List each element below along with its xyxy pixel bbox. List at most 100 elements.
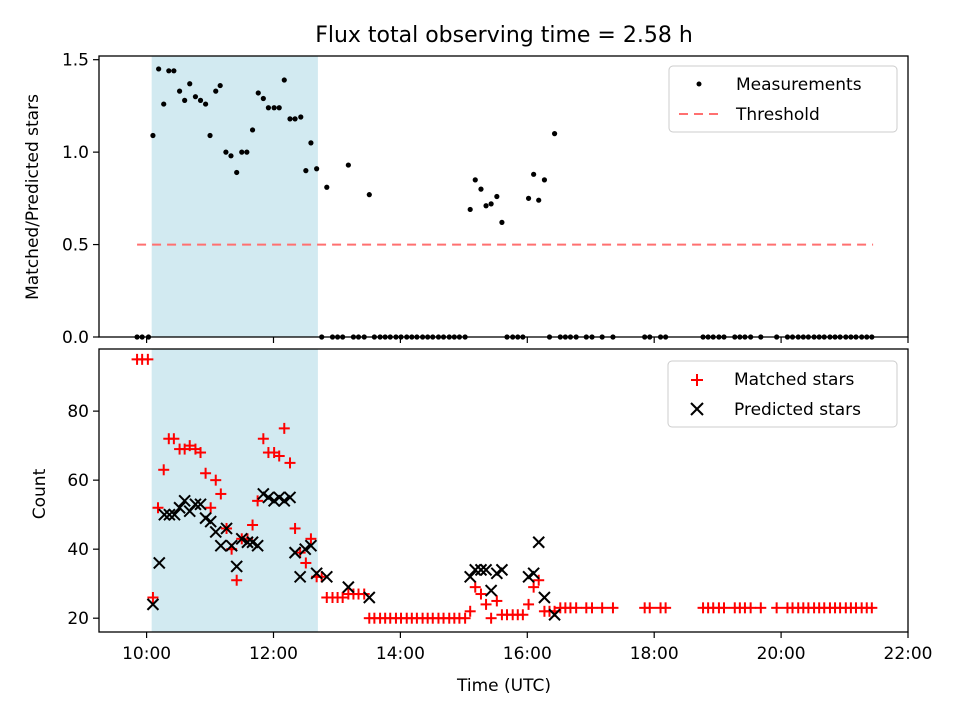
matched-stars-point [152,502,164,514]
matched-stars-point [533,574,545,586]
matched-stars-point [596,602,608,614]
measurement-point [324,184,330,190]
measurement-point [303,168,309,174]
matched-stars-point [284,457,296,469]
matched-stars-point [745,602,757,614]
matched-stars-point [210,474,222,486]
measurement-point [298,114,304,120]
matched-stars-point [866,602,878,614]
legend-predicted-marker [690,402,704,416]
y-tick-label: 0.5 [62,236,89,256]
matched-stars-point [158,464,170,476]
predicted-stars-point [230,560,243,573]
matched-stars-point [358,588,370,600]
x-tick-label: 22:00 [884,644,933,664]
matched-stars-point [517,609,529,621]
measurement-point [467,206,473,213]
measurement-point [308,140,314,146]
matched-stars-point [771,602,783,614]
measurement-point [244,149,250,155]
matched-stars-point [195,447,207,459]
measurement-point [207,132,213,139]
measurement-point [255,90,261,96]
predicted-stars-point [288,546,302,559]
predicted-stars-point [495,563,509,577]
top-y-axis-label: Matched/Predicted stars [23,94,43,300]
measurement-point [531,171,537,177]
measurement-point [281,77,287,83]
bottom-shaded-interval [151,349,318,632]
legend-matched-marker [691,374,703,386]
matched-stars-point [147,591,159,603]
matched-stars-point [586,602,598,614]
matched-stars-point [257,433,269,445]
predicted-stars-point [532,536,545,549]
measurement-point [314,166,320,172]
predicted-stars-point [484,584,498,597]
matched-stars-point [469,581,481,593]
predicted-stars-point [225,539,238,552]
predicted-stars-point [320,570,333,583]
measurement-point [287,116,293,122]
measurement-point [187,81,193,87]
matched-stars-point [252,495,264,507]
predicted-stars-point [474,563,488,577]
predicted-stars-point [251,539,264,552]
y-tick-label: 60 [67,471,89,491]
measurement-point [345,162,351,168]
measurement-point [366,192,372,198]
measurement-point [217,82,223,89]
predicted-stars-point [293,570,307,583]
x-tick-label: 18:00 [630,644,679,664]
top-plot-frame [98,55,909,338]
predicted-stars-point [163,508,176,521]
measurement-point [525,195,532,201]
matched-stars-point [644,602,656,614]
measurement-point [192,94,199,100]
matched-stars-point [528,581,540,593]
predicted-stars-point [241,536,254,549]
measurement-point [213,88,219,94]
measurement-point [265,105,272,111]
top-panel: Flux total observing time = 2.58 h 0.0 0.… [23,23,909,348]
matched-stars-point [215,488,227,500]
measurement-point [249,127,256,133]
predicted-stars-point [479,563,493,577]
matched-stars-point [289,522,301,534]
matched-stars-point [459,612,471,624]
measurement-point [156,66,162,72]
measurement-point [223,149,229,155]
y-tick-label: 1.5 [62,51,89,71]
predicted-stars-point [189,498,202,511]
measurement-point [541,177,548,183]
measurement-point [234,169,240,176]
y-tick-label: 0.0 [62,328,89,348]
predicted-stars-point [214,539,228,552]
matched-stars-point [475,588,487,600]
predicted-stars-point [304,539,318,552]
predicted-stars-point [310,567,323,580]
bottom-y-axis-label: Count [30,468,50,519]
predicted-stars-point [469,563,482,577]
measurement-point [171,68,177,74]
y-tick-label: 20 [67,609,89,629]
matched-stars-point [718,602,730,614]
measurement-point [260,95,266,102]
matched-stars-point [607,602,619,614]
matched-stars-point [660,602,672,614]
top-legend: Measurements Threshold [668,65,898,133]
legend-predicted-label: Predicted stars [734,400,861,420]
chart-title: Flux total observing time = 2.58 h [315,23,693,48]
predicted-stars-point [278,494,291,508]
measurement-point [161,101,167,107]
bottom-legend: Matched stars Predicted stars [667,360,898,428]
measurement-point [276,105,282,111]
measurement-point [166,68,172,74]
measurement-point [271,105,277,111]
matched-stars-point [480,598,492,610]
predicted-stars-point [209,525,222,539]
predicted-stars-point [283,491,297,504]
measurement-point [292,116,298,122]
x-tick-label: 16:00 [503,644,552,664]
